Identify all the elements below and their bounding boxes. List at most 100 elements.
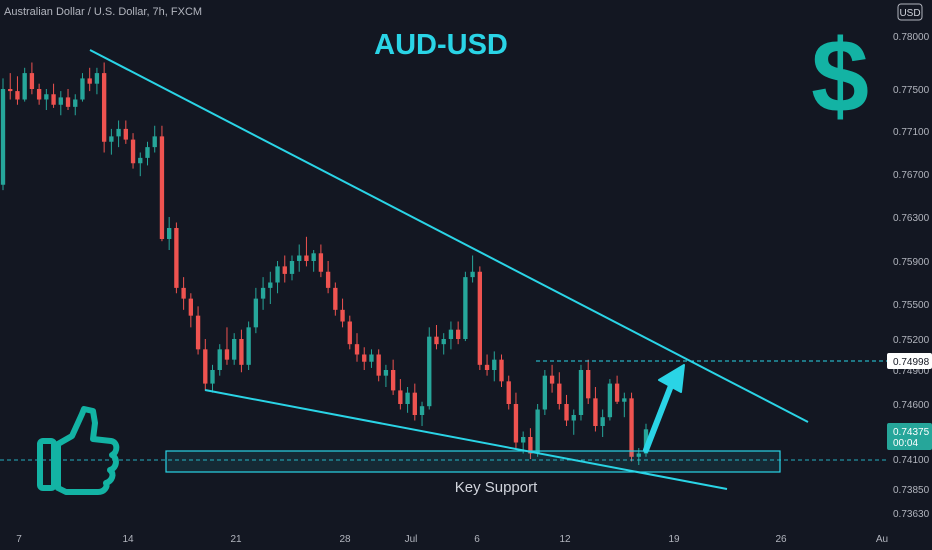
candle-body	[369, 354, 374, 362]
candle	[130, 133, 136, 169]
time-tick-label: 7	[16, 534, 22, 545]
candle	[600, 409, 605, 437]
key-support-zone[interactable]	[165, 450, 781, 473]
candle	[159, 125, 165, 242]
candle	[275, 261, 280, 294]
candle-body	[152, 136, 157, 148]
candle-body	[297, 255, 302, 261]
candle	[354, 333, 360, 362]
price-axis[interactable]: 0.78000 0.77500 0.77100 0.76700 0.76300 0.759…	[893, 32, 930, 520]
candle	[499, 354, 504, 387]
candle-body	[87, 78, 92, 84]
symbol-title: Australian Dollar / U.S. Dollar, 7h, FXC…	[4, 6, 202, 18]
candle	[325, 261, 331, 294]
time-tick-label: Au	[876, 534, 888, 545]
time-axis[interactable]: 7 14 21 28 Jul 6 12 19 26 Au	[16, 534, 888, 545]
candle-body	[643, 429, 649, 454]
candle	[419, 401, 425, 426]
price-tick-label: 0.75900	[893, 257, 930, 268]
price-tick-label: 0.75500	[893, 300, 930, 311]
price-tick-label: 0.77500	[893, 85, 930, 96]
price-tick-label: 0.74100	[893, 455, 930, 466]
candle	[101, 62, 107, 153]
candle-body	[123, 128, 128, 140]
candle-body	[116, 128, 121, 137]
candle	[607, 379, 613, 421]
candle	[398, 379, 403, 410]
candle-body	[188, 298, 194, 316]
candle	[383, 364, 389, 387]
candle	[0, 78, 6, 191]
candle	[289, 255, 295, 281]
candle	[87, 67, 92, 92]
time-tick-label: 12	[559, 534, 571, 545]
candle	[36, 83, 42, 105]
key-support-label: Key Support	[455, 479, 538, 496]
price-tick-label: 0.76300	[893, 213, 930, 224]
candle-body	[578, 370, 584, 415]
target-price-value: 0.74998	[893, 357, 930, 368]
candle	[463, 271, 468, 342]
candle	[304, 236, 309, 267]
candle-countdown: 00:04	[893, 438, 918, 449]
headline-title: AUD-USD	[374, 29, 508, 61]
upward-arrow-icon	[643, 364, 685, 453]
resistance-trendline[interactable]	[89, 49, 809, 423]
dollar-sign-icon: $	[811, 19, 869, 135]
candle-body	[44, 94, 49, 100]
candle-body	[614, 383, 620, 402]
candle-body	[246, 327, 251, 365]
candle	[369, 349, 374, 368]
candle	[412, 383, 417, 421]
candle-body	[109, 136, 114, 142]
candle-body	[528, 437, 533, 454]
candle-body	[622, 398, 627, 402]
time-tick-label: 19	[668, 534, 680, 545]
candle-body	[419, 406, 425, 415]
candle	[22, 67, 27, 102]
candle	[268, 271, 273, 304]
candle	[513, 392, 519, 448]
candle-body	[354, 344, 360, 355]
candle-body	[174, 228, 179, 288]
candle	[8, 73, 13, 100]
currency-badge[interactable]: USD	[897, 3, 923, 21]
candle-body	[167, 228, 172, 239]
candle	[376, 349, 381, 382]
candle	[195, 306, 201, 355]
candle-body	[138, 157, 143, 164]
candle-body	[441, 339, 446, 345]
candle	[239, 329, 244, 373]
candle	[506, 375, 511, 410]
candle	[614, 375, 620, 404]
candle	[586, 359, 591, 404]
candle	[571, 409, 576, 435]
candle	[347, 315, 352, 350]
price-tick-label: 0.73630	[893, 509, 930, 520]
candle	[253, 287, 259, 334]
candle	[174, 222, 179, 294]
time-tick-label: Jul	[405, 534, 418, 545]
candle-body	[260, 287, 266, 299]
candle	[405, 387, 410, 413]
candle-body	[145, 147, 150, 158]
candle	[109, 128, 114, 155]
time-tick-label: 14	[122, 534, 134, 545]
candle-body	[304, 255, 309, 261]
candle-body	[542, 375, 548, 410]
candle-body	[0, 89, 6, 185]
candle-body	[636, 453, 641, 457]
candle	[65, 89, 71, 110]
candle-body	[513, 404, 519, 443]
candle-body	[203, 349, 208, 384]
candle	[94, 67, 100, 95]
candle-body	[564, 404, 569, 421]
price-tick-label: 0.78000	[893, 32, 930, 43]
candle	[73, 94, 78, 116]
candle-body	[73, 99, 78, 107]
price-tick-label: 0.75200	[893, 335, 930, 346]
candle	[44, 89, 49, 110]
candle	[629, 392, 634, 462]
candle-body	[210, 370, 215, 384]
